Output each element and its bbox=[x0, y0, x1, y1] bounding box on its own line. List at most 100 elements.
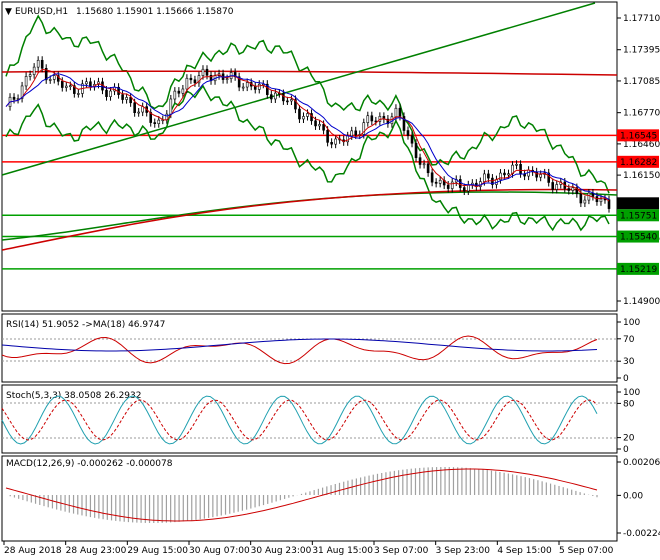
sub-tick-label: 70 bbox=[623, 335, 635, 345]
stoch-main-line bbox=[1, 395, 598, 445]
candle-body bbox=[205, 68, 209, 76]
candle-body bbox=[519, 164, 522, 175]
candle-body bbox=[40, 59, 44, 69]
price-label-text: 1.15540 bbox=[620, 233, 657, 243]
candle-body bbox=[539, 174, 542, 178]
sub-tick-label: 80 bbox=[623, 399, 635, 409]
candle-body bbox=[466, 184, 470, 192]
price-label-box bbox=[617, 230, 659, 243]
candle-body bbox=[302, 116, 305, 120]
candle-body bbox=[462, 187, 466, 192]
candle-body bbox=[426, 163, 430, 174]
rsi-lines bbox=[1, 335, 617, 365]
time-tick-label: 3 Sep 23:00 bbox=[436, 546, 491, 556]
candle-body bbox=[434, 181, 438, 184]
candle-body bbox=[322, 124, 325, 131]
candle-body bbox=[398, 107, 402, 117]
candle-body bbox=[487, 173, 490, 179]
macd-signal-line bbox=[5, 468, 598, 522]
candle-body bbox=[85, 81, 88, 85]
candle-body bbox=[282, 93, 285, 102]
candle-body bbox=[265, 83, 269, 95]
sub-tick-label: 0.00 bbox=[623, 491, 643, 501]
time-tick-label: 4 Sep 15:00 bbox=[497, 546, 552, 556]
rsi-axis: 100 70 30 0 bbox=[617, 318, 640, 384]
ma-red-long bbox=[1, 188, 618, 251]
candle-body bbox=[181, 88, 185, 94]
candle-body bbox=[535, 171, 538, 178]
sub-tick-label: 0 bbox=[623, 374, 629, 384]
candle-body bbox=[286, 100, 289, 103]
candle-body bbox=[350, 130, 354, 137]
price-tick-label: 1.16150 bbox=[623, 171, 660, 181]
rsi-line bbox=[1, 335, 598, 365]
price-label-box bbox=[617, 209, 659, 222]
candle-body bbox=[109, 90, 112, 97]
candle-body bbox=[603, 198, 607, 201]
time-tick-label: 30 Aug 07:00 bbox=[189, 546, 250, 556]
candle-body bbox=[579, 193, 583, 204]
price-label-text: 1.15219 bbox=[620, 265, 657, 275]
candle-body bbox=[177, 90, 181, 94]
candle-body bbox=[157, 119, 161, 124]
candle-body bbox=[555, 184, 559, 190]
candle-body bbox=[225, 78, 229, 80]
price-tick-label: 1.16770 bbox=[623, 109, 660, 119]
price-panel-frame bbox=[1, 1, 618, 312]
stoch-panel-frame bbox=[1, 384, 618, 454]
candle-body bbox=[418, 157, 422, 165]
ma-short-blue bbox=[5, 73, 610, 200]
sub-tick-label: 100 bbox=[623, 318, 640, 328]
candle-body bbox=[458, 179, 462, 188]
candle-body bbox=[270, 94, 273, 100]
candle-body bbox=[314, 120, 317, 127]
candle-body bbox=[366, 115, 370, 123]
bollinger-upper bbox=[5, 14, 610, 194]
candle-body bbox=[406, 130, 410, 136]
macd-lines bbox=[5, 467, 598, 523]
candle-body bbox=[141, 106, 144, 113]
price-label-text: 1.16282 bbox=[620, 158, 657, 168]
candle-body bbox=[245, 82, 249, 88]
candle-body bbox=[571, 187, 575, 191]
stoch-signal-line bbox=[1, 399, 598, 441]
candle-body bbox=[97, 81, 100, 85]
candle-body bbox=[298, 108, 301, 120]
candle-body bbox=[587, 192, 591, 201]
time-tick-label: 28 Aug 2018 bbox=[4, 546, 62, 556]
candle-body bbox=[446, 184, 450, 189]
price-label-box bbox=[617, 197, 659, 210]
time-tick-label: 31 Aug 15:00 bbox=[312, 546, 373, 556]
candle-body bbox=[583, 199, 587, 204]
price-tick-label: 1.14900 bbox=[623, 297, 660, 307]
candle-body bbox=[169, 98, 173, 115]
price-lines bbox=[1, 2, 618, 251]
sub-tick-label: 0.002066 bbox=[623, 458, 660, 468]
candle-body bbox=[499, 172, 502, 180]
candle-body bbox=[153, 122, 157, 124]
stoch-lines bbox=[1, 395, 617, 445]
candle-body bbox=[394, 107, 398, 118]
price-tick-label: 1.17710 bbox=[623, 14, 660, 24]
chart-ohlc: 1.15680 1.15901 1.15666 1.15870 bbox=[76, 7, 234, 17]
candle-body bbox=[551, 182, 555, 190]
stoch-title: Stoch(5,3,3) 38.0508 26.2932 bbox=[6, 391, 141, 401]
trendline-up bbox=[1, 2, 596, 176]
price-label-text: 1.15870 bbox=[620, 199, 657, 209]
candle-body bbox=[507, 173, 510, 176]
time-axis: 28 Aug 2018 28 Aug 23:00 29 Aug 15:00 30 Au… bbox=[3, 541, 614, 556]
candle-body bbox=[12, 96, 16, 100]
price-label-box bbox=[617, 262, 659, 275]
price-tick-label: 1.16460 bbox=[623, 140, 660, 150]
price-tick-label: 1.17085 bbox=[623, 77, 660, 87]
symbol-icon: ▼ bbox=[5, 7, 12, 17]
candle-body bbox=[73, 85, 76, 94]
candle-body bbox=[60, 81, 64, 88]
rsi-panel-frame bbox=[1, 313, 618, 383]
candle-body bbox=[346, 135, 350, 143]
candle-body bbox=[44, 68, 48, 81]
sub-tick-label: -0.002241 bbox=[623, 529, 660, 539]
price-label-box bbox=[617, 129, 659, 142]
